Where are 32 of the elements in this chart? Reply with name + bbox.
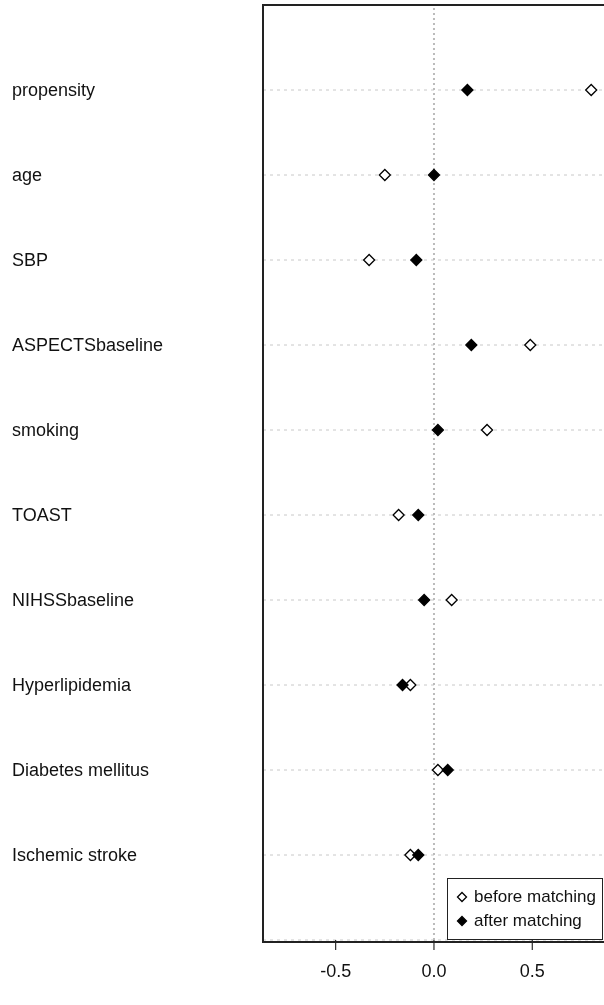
point [524,338,537,352]
point [480,423,494,437]
y-tick-label: ASPECTSbaseline [12,335,164,355]
y-tick-label: Ischemic stroke [12,845,138,865]
legend-label: after matching [474,910,582,932]
point [431,763,445,777]
x-tick-label: 0.5 [519,960,545,981]
y-tick-label: propensity [12,80,96,100]
point [585,83,598,97]
point [431,423,445,437]
y-tick-label: Diabetes mellitus [12,760,150,780]
point [427,168,441,182]
point [412,848,425,862]
x-tick-label: 0.0 [421,960,447,981]
point [461,83,474,97]
point [445,593,458,607]
y-tick-label: NIHSSbaseline [12,590,135,610]
x-tick-label: -0.5 [320,960,352,981]
y-tick-label: SBP [12,250,49,270]
point [412,508,425,522]
y-tick-label: smoking [12,420,80,440]
point [392,508,405,522]
y-tick-label: TOAST [12,505,72,525]
point [378,168,391,182]
point [441,763,454,777]
point [362,253,376,267]
y-tick-label: Hyperlipidemia [12,675,133,695]
y-tick-label: age [12,165,43,185]
legend-label: before matching [474,886,596,908]
point [465,338,478,352]
point [418,593,431,607]
point [410,253,423,267]
